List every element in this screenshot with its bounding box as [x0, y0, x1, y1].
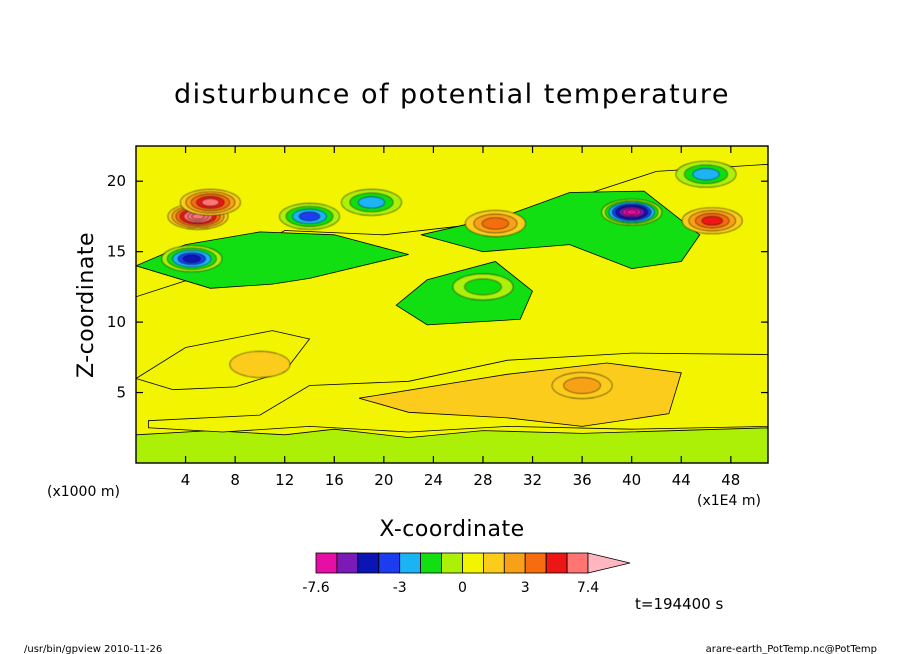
- y-axis-title: Z-coordinate: [74, 232, 99, 378]
- contour-blobs: [161, 160, 743, 399]
- colorbar-label-3: 3: [521, 580, 530, 596]
- contour-blob-7-3: [701, 215, 723, 226]
- colorbar-extend-arrow: [587, 552, 631, 574]
- colorbar-swatch-10: [524, 552, 547, 574]
- contour-blob-11-0: [229, 351, 291, 378]
- colorbar-label-2: 0: [458, 580, 467, 596]
- y-unit-label: (x1000 m): [47, 484, 120, 500]
- y-tick-label-3: 20: [107, 172, 126, 190]
- contour-blob-4-2: [357, 196, 386, 209]
- colorbar-swatch-1: [336, 552, 359, 574]
- contour-blob-5-2: [481, 217, 510, 230]
- time-label: t=194400 s: [635, 595, 723, 613]
- field-region-left-negative: [136, 231, 409, 289]
- x-tick-label-6: 28: [473, 471, 492, 489]
- y-tick-label-2: 15: [107, 243, 126, 261]
- colorbar-swatch-0: [315, 552, 338, 574]
- footer-source: arare-earth_PotTemp.nc@PotTemp: [706, 644, 877, 654]
- x-tick-label-10: 44: [672, 471, 691, 489]
- x-tick-label-3: 16: [325, 471, 344, 489]
- y-axis: 5 10 15 20: [107, 172, 768, 402]
- contour-blob-2-4: [201, 198, 220, 207]
- x-tick-label-2: 12: [275, 471, 294, 489]
- colorbar-label-4: 7.4: [577, 580, 599, 596]
- colorbar: -7.6 -3 0 3 7.4: [302, 552, 631, 596]
- contour-blob-9-1: [464, 278, 502, 296]
- x-axis-title: X-coordinate: [379, 517, 524, 542]
- contour-blob-3-3: [298, 211, 321, 222]
- x-tick-label-4: 20: [374, 471, 393, 489]
- colorbar-swatch-8: [482, 552, 505, 574]
- contour-blob-10-1: [563, 377, 601, 394]
- colorbar-swatch-5: [420, 552, 442, 574]
- chart-title: disturbunce of potential temperature: [174, 79, 730, 110]
- colorbar-swatch-2: [357, 552, 380, 574]
- x-tick-label-8: 36: [573, 471, 592, 489]
- x-tick-label-9: 40: [622, 471, 641, 489]
- y-tick-label-1: 10: [107, 313, 126, 331]
- contour-field: [136, 146, 768, 463]
- x-tick-label-0: 4: [181, 471, 191, 489]
- x-tick-label-5: 24: [424, 471, 443, 489]
- colorbar-swatch-6: [441, 552, 463, 574]
- contour-blob-8-2: [692, 168, 720, 181]
- plot-area: [136, 146, 768, 463]
- colorbar-swatch-12: [566, 552, 589, 574]
- colorbar-swatch-9: [503, 552, 526, 574]
- plot-frame: [135, 145, 769, 464]
- footer-program: /usr/bin/gpview 2010-11-26: [24, 644, 162, 654]
- x-unit-label: (x1E4 m): [697, 493, 761, 509]
- x-tick-label-11: 48: [721, 471, 740, 489]
- colorbar-label-0: -7.6: [302, 580, 329, 596]
- colorbar-swatch-3: [378, 552, 401, 574]
- colorbar-swatch-4: [399, 552, 422, 574]
- y-tick-label-0: 5: [116, 384, 126, 402]
- contour-blob-6-7: [625, 209, 638, 215]
- colorbar-label-1: -3: [393, 580, 407, 596]
- colorbar-swatch-11: [545, 552, 568, 574]
- contour-blob-1-4: [182, 254, 201, 263]
- x-tick-label-7: 32: [523, 471, 542, 489]
- x-tick-label-1: 8: [230, 471, 240, 489]
- x-axis: 4 8 12 16 20 24 28 32 36 40 44 48: [181, 146, 740, 489]
- colorbar-swatch-7: [462, 552, 484, 574]
- field-region-lower-band: [136, 427, 768, 463]
